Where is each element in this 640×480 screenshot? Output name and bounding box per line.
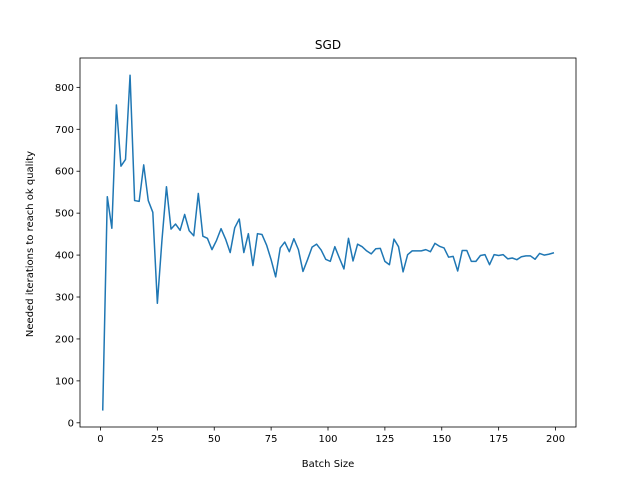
x-tick-label: 0 — [97, 434, 103, 445]
y-tick-label: 500 — [55, 209, 74, 220]
y-axis-label: Needed iterations to reach ok quality — [25, 151, 36, 337]
x-axis-label: Batch Size — [302, 459, 354, 470]
y-tick-label: 700 — [55, 125, 74, 136]
x-tick-label: 200 — [546, 434, 565, 445]
y-tick-label: 0 — [68, 418, 74, 429]
chart-title: SGD — [315, 38, 341, 52]
x-tick-label: 175 — [489, 434, 508, 445]
x-tick-label: 125 — [375, 434, 394, 445]
y-tick-label: 100 — [55, 376, 74, 387]
y-tick-label: 400 — [55, 251, 74, 262]
plot-area — [101, 74, 555, 411]
x-tick-label: 100 — [318, 434, 337, 445]
series-line-0 — [101, 74, 555, 411]
x-axis: 0 25 50 75 100 125 150 175 200 — [97, 427, 565, 445]
y-tick-label: 600 — [55, 167, 74, 178]
y-tick-label: 300 — [55, 293, 74, 304]
y-tick-label: 200 — [55, 334, 74, 345]
y-axis: 0 100 200 300 400 500 600 700 800 — [55, 83, 80, 429]
y-tick-label: 800 — [55, 83, 74, 94]
x-tick-label: 150 — [432, 434, 451, 445]
x-tick-label: 75 — [265, 434, 278, 445]
x-tick-label: 50 — [208, 434, 221, 445]
x-tick-label: 25 — [151, 434, 164, 445]
